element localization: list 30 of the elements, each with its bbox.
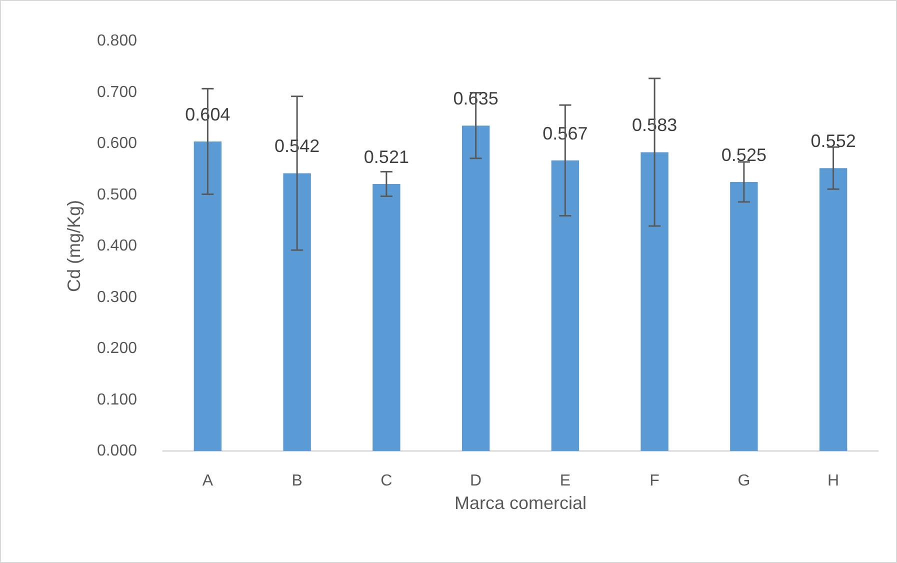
bar (372, 184, 400, 451)
bar (819, 168, 848, 451)
y-tick-label: 0.700 (96, 84, 138, 101)
data-label: 0.525 (721, 144, 766, 165)
y-tick-label: 0.600 (96, 135, 138, 152)
x-tick-label: C (380, 472, 392, 490)
y-tick-label: 0.300 (96, 288, 138, 306)
x-tick-label: G (738, 472, 750, 490)
y-tick-label: 0.000 (96, 442, 138, 460)
bar (640, 152, 668, 451)
x-tick-label: H (828, 472, 840, 490)
y-tick-label: 0.400 (96, 238, 138, 254)
y-axis-title: Cd (mg/Kg) (64, 200, 84, 292)
bar (462, 126, 490, 451)
data-label: 0.552 (810, 131, 856, 152)
bar (730, 182, 758, 451)
y-tick-label: 0.200 (96, 340, 138, 357)
x-tick-label: A (202, 472, 214, 490)
x-tick-label: B (292, 472, 302, 490)
data-label: 0.521 (364, 146, 409, 167)
bar (194, 141, 222, 451)
x-axis-title: Marca comercial (454, 492, 587, 513)
bar (283, 173, 311, 451)
y-tick-label: 0.100 (96, 391, 138, 408)
y-tick-label: 0.500 (96, 186, 138, 204)
x-tick-label: F (650, 472, 660, 490)
x-tick-label: E (560, 472, 571, 490)
y-tick-label: 0.800 (96, 32, 138, 50)
bar (551, 160, 580, 451)
x-tick-label: D (470, 472, 482, 490)
